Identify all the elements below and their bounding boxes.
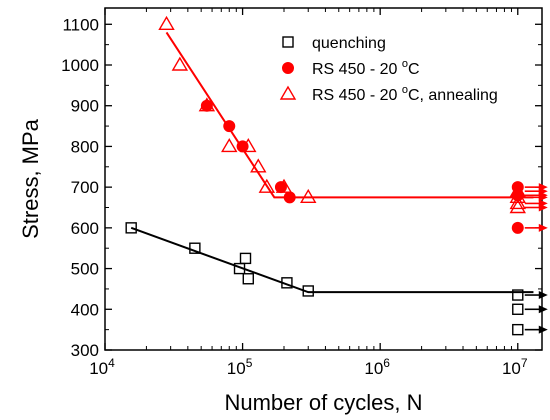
data-point-series-2 [171,56,189,71]
fit-line-series-0 [130,226,534,294]
x-tick-label: 107 [502,356,528,378]
legend-marker-series-1 [282,62,294,74]
runout-point-series-1 [511,221,524,234]
runout-point-series-0 [512,323,524,336]
x-tick-label: 105 [227,356,253,378]
data-point-series-2 [250,158,267,173]
data-point-series-0 [189,242,201,254]
y-tick-label: 400 [71,300,99,319]
runout-arrow-head [538,193,548,202]
y-tick-label: 300 [71,341,99,360]
data-point-series-1 [283,191,296,204]
runout-point-series-0 [512,303,524,315]
runout-arrow-head [538,291,548,300]
data-point-series-0 [233,262,246,275]
data-points [125,15,317,297]
legend-label-series-2: RS 450 - 20 oC, annealing [312,84,498,104]
runout-point-series-2 [509,188,526,204]
runout-point-series-2 [509,195,526,210]
runout-arrow-head [538,187,548,196]
data-point-series-0 [239,252,252,265]
runout-arrow-head [538,203,548,212]
x-tick-label: 104 [89,356,115,378]
y-tick-label: 1100 [62,15,99,34]
data-point-series-2 [198,97,216,112]
runout-point-series-2 [509,199,526,214]
data-point-series-2 [275,178,293,193]
data-point-series-2 [258,178,276,193]
data-point-series-2 [221,138,238,153]
y-tick-label: 600 [71,219,99,238]
data-point-series-1 [223,120,236,133]
data-point-series-0 [281,277,293,289]
runout-arrows [509,181,548,336]
data-point-series-0 [125,222,137,234]
data-point-series-0 [302,285,314,297]
y-tick-label: 700 [71,178,99,197]
plot-frame [104,7,543,351]
y-axis-ticks: 300 400 500 600 700 800 900 1000 1100 [61,15,542,360]
runout-point-series-0 [512,289,524,301]
legend-label-series-0: quenching [312,35,386,52]
data-point-series-0 [242,273,254,285]
data-point-series-2 [240,138,257,153]
x-tick-label: 106 [364,356,390,378]
x-axis-title: Number of cycles, N [224,390,422,415]
legend-marker-series-0 [282,36,294,48]
fit-line-series-2 [165,31,534,199]
y-tick-label: 1000 [61,56,99,75]
y-axis-title: Stress, MPa [18,118,43,239]
y-tick-label: 900 [71,97,99,116]
runout-arrow-head [538,305,548,314]
legend-label-series-1: RS 450 - 20 oC [312,58,420,78]
y-tick-label: 500 [71,260,99,279]
legend: quenching RS 450 - 20 oC RS 450 - 20 oC, a… [279,35,498,104]
data-point-series-2 [300,188,317,204]
x-axis-ticks: 104 105 106 107 [89,8,528,378]
runout-arrow-head [538,223,548,232]
y-tick-label: 800 [71,137,99,156]
legend-marker-series-2 [279,85,297,100]
plot-border [104,7,543,351]
runout-arrow-head [538,325,548,334]
data-point-series-2 [158,15,175,30]
